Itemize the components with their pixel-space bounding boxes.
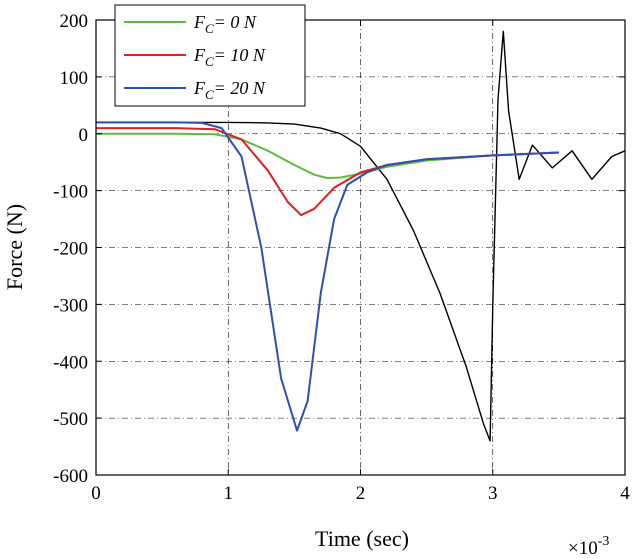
- series-line-0: [96, 132, 559, 180]
- y-tick-label: 0: [79, 125, 89, 146]
- y-tick-label: -300: [53, 295, 88, 316]
- legend-label: FC= 10 N: [193, 45, 266, 69]
- legend-label: FC= 20 N: [193, 78, 266, 102]
- legend-label: FC= 0 N: [193, 12, 257, 36]
- series-layer: [96, 30, 626, 442]
- grid-lines: [96, 20, 625, 475]
- y-tick-label: -400: [53, 352, 88, 373]
- x-tick-labels: 0 1 2 3 4: [91, 483, 630, 504]
- x-axis-label: Time (sec): [315, 526, 409, 551]
- x-tick-label: 2: [356, 483, 366, 504]
- x-multiplier-exponent: -3: [598, 534, 610, 549]
- x-multiplier-base: ×10: [568, 538, 598, 559]
- y-tick-label: 100: [60, 68, 89, 89]
- x-tick-label: 3: [488, 483, 498, 504]
- x-multiplier: ×10-3: [568, 534, 609, 559]
- y-tick-label: -600: [53, 466, 88, 487]
- y-tick-label: -500: [53, 409, 88, 430]
- x-tick-label: 4: [620, 483, 630, 504]
- y-tick-label: -200: [53, 239, 88, 260]
- legend: FC= 0 N FC= 10 N FC= 20 N: [114, 4, 306, 107]
- axis-ticks: [95, 19, 626, 476]
- y-tick-label: -100: [53, 182, 88, 203]
- y-tick-label: 200: [60, 11, 89, 32]
- x-tick-label: 1: [224, 483, 234, 504]
- y-tick-labels: -600 -500 -400 -300 -200 -100 0 100 200: [53, 11, 88, 487]
- y-axis-label: Force (N): [2, 204, 27, 290]
- series-line-2: [96, 121, 559, 432]
- series-line-3: [96, 30, 626, 442]
- x-tick-label: 0: [91, 483, 101, 504]
